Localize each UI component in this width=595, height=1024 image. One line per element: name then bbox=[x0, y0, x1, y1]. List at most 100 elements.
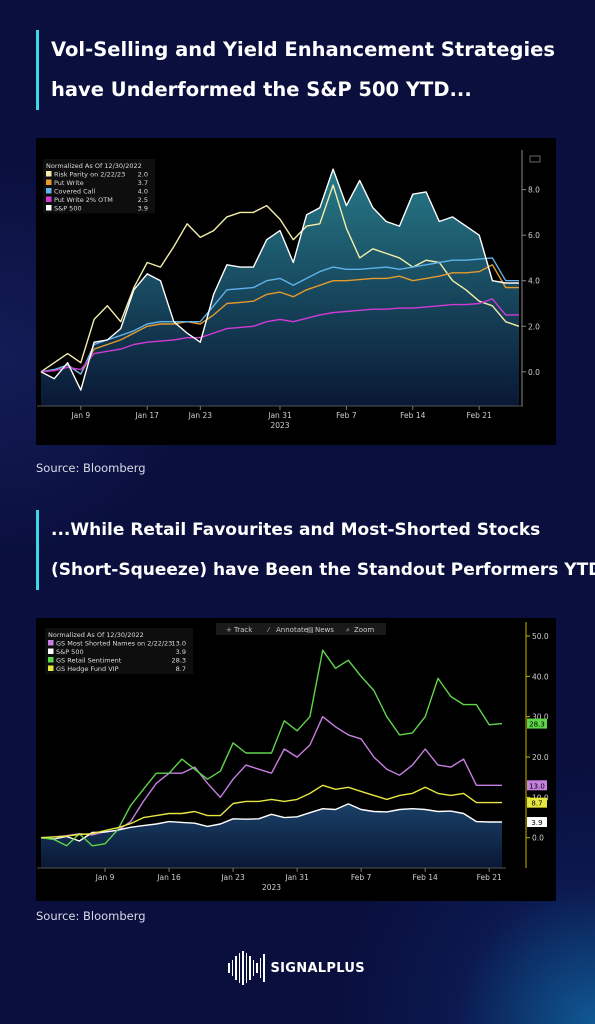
chart-strategies: 0.0 2.0 4.0 6.0 8.0 Jan 9 Jan 17 Jan 23 Jan 31 Fe… bbox=[36, 138, 563, 445]
toolbar-icon-zoom: ⌕ bbox=[346, 626, 350, 634]
x-tick-label-6: Feb 21 bbox=[477, 873, 502, 882]
legend-entry-put-write: Put Write bbox=[54, 179, 84, 187]
legend-swatch-gs-retail-sentiment bbox=[48, 657, 54, 663]
series-line-gs-hedge-fund-vip bbox=[40, 784, 502, 839]
legend-title: Normalized As Of 12/30/2022 bbox=[48, 631, 144, 639]
x-axis-title: 2023 bbox=[262, 883, 281, 892]
x-tick-label-0: Jan 9 bbox=[70, 411, 90, 420]
y-tick-label-4: 40.0 bbox=[532, 672, 549, 681]
y-tick-label-0: 0.0 bbox=[528, 368, 540, 377]
legend-entry-risk-parity-on-2-22-23: Risk Parity on 2/22/23 bbox=[54, 171, 125, 179]
x-axis-title: 2023 bbox=[270, 421, 289, 430]
toolbar-news: News bbox=[315, 626, 334, 634]
x-tick-label-3: Jan 31 bbox=[284, 873, 309, 882]
x-tick-label-6: Feb 21 bbox=[467, 411, 492, 420]
legend-swatch-risk-parity-on-2-22-23 bbox=[46, 171, 52, 177]
legend-swatch-covered-call bbox=[46, 188, 52, 194]
heading-bottom-line2: (Short-Squeeze) have Been the Standout P… bbox=[51, 560, 595, 580]
toolbar-icon-annotate: ⁄ bbox=[266, 626, 271, 634]
legend-value-gs-hedge-fund-vip: 8.7 bbox=[176, 665, 186, 673]
x-tick-label-5: Feb 14 bbox=[413, 873, 438, 882]
value-badge-s-p-500 bbox=[527, 817, 547, 828]
source-note-bottom: Source: Bloomberg bbox=[36, 909, 146, 923]
legend-entry-gs-most-shorted-names-on-2-22-23: GS Most Shorted Names on 2/22/23 bbox=[56, 640, 172, 648]
legend-value-covered-call: 4.0 bbox=[138, 188, 148, 196]
legend-swatch-put-write-2-otm bbox=[46, 196, 52, 202]
y-tick-label-0: 0.0 bbox=[532, 834, 544, 843]
value-badge-label-gs-retail-sentiment: 28.3 bbox=[529, 721, 545, 729]
toolbar-icon-track: + bbox=[226, 626, 232, 634]
legend-value-put-write-2-otm: 2.5 bbox=[138, 196, 148, 204]
value-badge-gs-most-shorted-names-on-2-22-23 bbox=[527, 780, 547, 791]
legend-value-gs-retail-sentiment: 28.3 bbox=[172, 657, 186, 665]
signalplus-wave-icon bbox=[228, 951, 265, 985]
legend-title: Normalized As Of 12/30/2022 bbox=[46, 162, 142, 170]
x-tick-label-1: Jan 16 bbox=[156, 873, 181, 882]
heading-top-line1: Vol-Selling and Yield Enhancement Strate… bbox=[51, 38, 556, 61]
y-axis-title: % Performance bbox=[554, 254, 556, 311]
y-tick-label-4: 8.0 bbox=[528, 186, 540, 195]
y-tick-label-2: 4.0 bbox=[528, 277, 540, 286]
heading-bottom-line1: ...While Retail Favourites and Most-Shor… bbox=[51, 520, 541, 540]
value-badge-gs-retail-sentiment bbox=[527, 718, 547, 729]
legend-entry-s-p-500: S&P 500 bbox=[56, 648, 84, 656]
legend-entry-gs-retail-sentiment: GS Retail Sentiment bbox=[56, 657, 122, 665]
toolbar-track: Track bbox=[233, 626, 253, 634]
y-tick-label-3: 6.0 bbox=[528, 231, 540, 240]
legend-swatch-put-write bbox=[46, 179, 52, 185]
legend-swatch-s-p-500 bbox=[46, 205, 52, 211]
legend-value-s-p-500: 3.9 bbox=[176, 648, 186, 656]
heading-top: Vol-Selling and Yield Enhancement Strate… bbox=[36, 30, 555, 110]
chart-toolbar-bg bbox=[216, 623, 386, 635]
y-tick-label-3: 30.0 bbox=[532, 713, 549, 722]
x-tick-label-5: Feb 14 bbox=[400, 411, 425, 420]
toolbar-icon-news: ▤ bbox=[307, 626, 314, 634]
signalplus-brand: SIGNALPLUS bbox=[270, 960, 365, 976]
value-badge-label-gs-most-shorted-names-on-2-22-23: 13.0 bbox=[529, 782, 545, 790]
signalplus-logo: SIGNALPLUS bbox=[228, 948, 365, 988]
legend-swatch-s-p-500 bbox=[48, 648, 54, 654]
chart-toolbar: + Track ⁄ Annotate▤ News ⌕ Zoom bbox=[216, 623, 386, 635]
series-line-put-write-2-otm bbox=[40, 298, 519, 373]
x-tick-label-3: Jan 31 bbox=[267, 411, 292, 420]
chart-menu-icon bbox=[529, 155, 541, 163]
legend-entry-put-write-2-otm: Put Write 2% OTM bbox=[54, 196, 113, 204]
legend-box bbox=[43, 159, 155, 214]
heading-bottom: ...While Retail Favourites and Most-Shor… bbox=[36, 510, 595, 590]
legend-box bbox=[45, 628, 193, 674]
legend-entry-s-p-500: S&P 500 bbox=[54, 205, 82, 213]
legend-value-put-write: 3.7 bbox=[138, 179, 148, 187]
series-line-covered-call bbox=[40, 257, 519, 375]
value-badge-label-gs-hedge-fund-vip: 8.7 bbox=[531, 800, 542, 808]
legend-swatch-gs-most-shorted-names-on-2-22-23 bbox=[48, 640, 54, 646]
area-s-p-500 bbox=[41, 169, 519, 406]
area-s-p-500 bbox=[41, 803, 502, 868]
x-tick-label-0: Jan 9 bbox=[95, 873, 115, 882]
y-tick-label-2: 20.0 bbox=[532, 753, 549, 762]
y-tick-label-5: 50.0 bbox=[532, 632, 549, 641]
legend-value-gs-most-shorted-names-on-2-22-23: 13.0 bbox=[172, 640, 186, 648]
series-line-gs-retail-sentiment bbox=[40, 649, 503, 847]
series-line-s-p-500 bbox=[40, 168, 519, 391]
legend-entry-gs-hedge-fund-vip: GS Hedge Fund VIP bbox=[56, 665, 119, 673]
legend-value-risk-parity-on-2-22-23: 2.0 bbox=[138, 171, 148, 179]
series-line-put-write bbox=[40, 264, 519, 375]
heading-top-line2: have Underformed the S&P 500 YTD... bbox=[51, 78, 472, 101]
x-tick-label-2: Jan 23 bbox=[220, 873, 245, 882]
y-tick-label-1: 2.0 bbox=[528, 322, 540, 331]
toolbar-annotate: Annotate bbox=[276, 626, 308, 634]
chart-strategies-svg: 0.0 2.0 4.0 6.0 8.0 Jan 9 Jan 17 Jan 23 Jan 31 Fe… bbox=[37, 150, 563, 430]
toolbar-zoom: Zoom bbox=[354, 626, 374, 634]
legend-entry-covered-call: Covered Call bbox=[54, 188, 95, 196]
x-tick-label-1: Jan 17 bbox=[134, 411, 159, 420]
legend-value-s-p-500: 3.9 bbox=[138, 205, 148, 213]
legend-swatch-gs-hedge-fund-vip bbox=[48, 665, 54, 671]
x-tick-label-4: Feb 7 bbox=[336, 411, 357, 420]
value-badge-label-s-p-500: 3.9 bbox=[531, 819, 542, 827]
x-tick-label-4: Feb 7 bbox=[351, 873, 372, 882]
value-badge-gs-hedge-fund-vip bbox=[527, 797, 547, 808]
